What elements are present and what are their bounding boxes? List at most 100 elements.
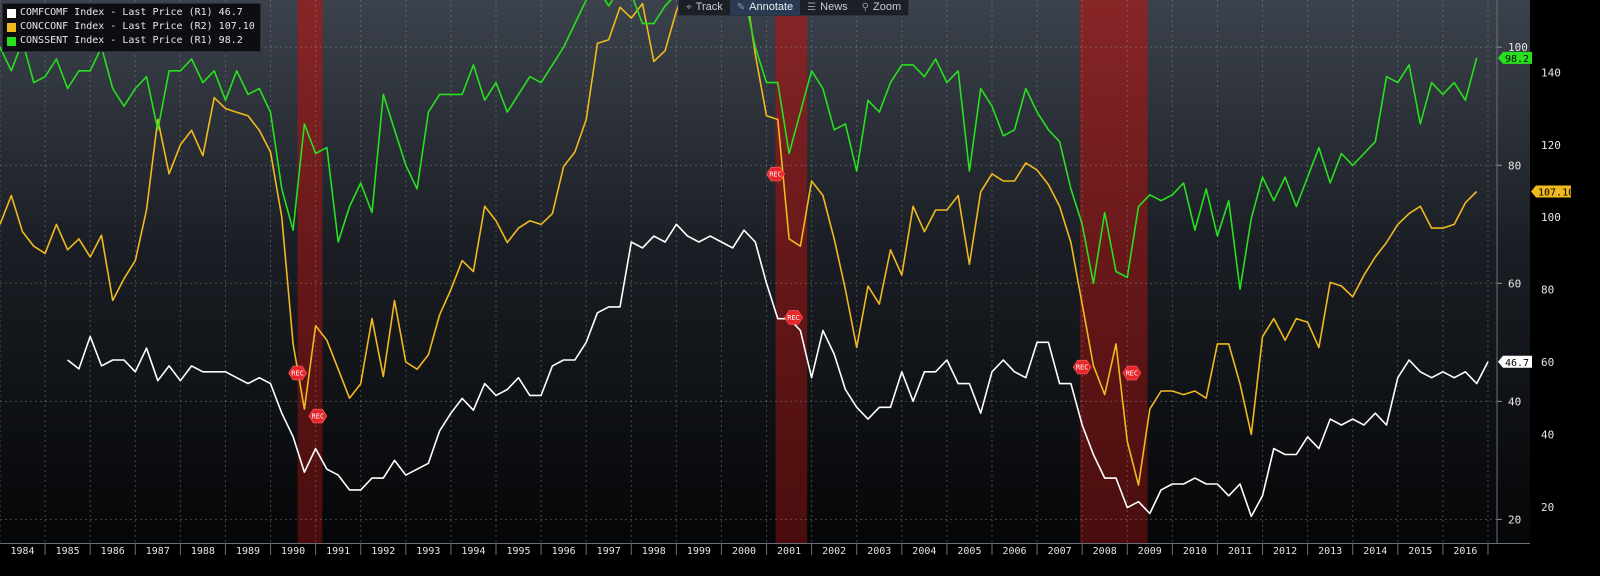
r2-tick-label: 20 (1541, 501, 1554, 514)
x-tick-label: 2000 (732, 546, 756, 557)
legend-entry-comfcomf[interactable]: COMFCOMF Index - Last Price (R1) 46.7 (7, 6, 255, 20)
axis-panel-background (1530, 0, 1600, 555)
r1-tick-label: 20 (1508, 513, 1521, 526)
rec-marker-label: REC (291, 370, 304, 378)
x-tick-label: 1992 (371, 546, 395, 557)
x-tick-label: 2007 (1048, 546, 1072, 557)
x-tick-label: 1991 (326, 546, 350, 557)
rec-marker[interactable]: REC (784, 310, 803, 325)
legend-swatch-conssent (7, 36, 16, 46)
x-tick-label: 1999 (687, 546, 711, 557)
news-button[interactable]: ☰ News (800, 0, 854, 15)
recession-band (1079, 0, 1148, 543)
x-tick-label: 2012 (1273, 546, 1297, 557)
last-value-callout-concconf: 107.10 (1531, 185, 1574, 198)
rec-marker[interactable]: REC (1122, 365, 1142, 381)
rec-marker[interactable]: REC (288, 365, 307, 381)
rec-marker-icon (288, 365, 307, 381)
r2-tick-label: 40 (1541, 428, 1554, 441)
rec-marker-label: REC (769, 171, 782, 179)
r1-tick-label: 80 (1508, 159, 1521, 172)
x-tick-label: 2009 (1138, 546, 1162, 557)
last-value-callout-conssent: 98.2 (1498, 51, 1532, 65)
x-tick-label: 1984 (10, 546, 34, 557)
x-tick-label: 1996 (552, 546, 576, 557)
rec-marker-icon (308, 408, 328, 424)
legend-text-concconf: CONCCONF Index - Last Price (R2) 107.10 (20, 21, 255, 32)
x-tick-label: 1987 (146, 546, 170, 557)
news-label: News (820, 1, 848, 13)
last-value-label: 98.2 (1505, 54, 1529, 65)
r2-tick-label: 60 (1541, 356, 1554, 369)
last-value-callout-comfcomf: 46.7 (1498, 355, 1532, 369)
annotate-button[interactable]: ✎ Annotate (729, 0, 801, 15)
x-tick-label: 1985 (56, 546, 80, 557)
rec-marker[interactable]: REC (1072, 359, 1092, 375)
rec-marker-icon (1122, 365, 1142, 381)
series-line-comfcomf[interactable] (67, 223, 1489, 518)
x-tick-label: 2010 (1183, 546, 1207, 557)
rec-marker-label: REC (312, 413, 325, 421)
crosshair-icon: ⌖ (686, 2, 692, 13)
x-tick-label: 2004 (912, 546, 936, 557)
recession-band (775, 0, 808, 543)
rec-marker-label: REC (787, 314, 800, 322)
track-button[interactable]: ⌖ Track (679, 0, 730, 15)
rec-marker-label: REC (1125, 370, 1138, 378)
r1-tick-label: 100 (1508, 41, 1528, 54)
x-tick-label: 2008 (1093, 546, 1117, 557)
legend-swatch-concconf (7, 22, 16, 32)
chart-legend: COMFCOMF Index - Last Price (R1) 46.7 CO… (2, 3, 261, 52)
r2-tick-label: 140 (1541, 66, 1561, 79)
last-value-label: 46.7 (1505, 358, 1529, 369)
legend-entry-conssent[interactable]: CONSSENT Index - Last Price (R1) 98.2 (7, 34, 255, 48)
annotate-label: Annotate (749, 1, 794, 13)
rec-marker-icon (784, 310, 803, 325)
x-tick-label: 2003 (867, 546, 891, 557)
x-tick-label: 1995 (506, 546, 530, 557)
magnifier-icon: ⚲ (861, 2, 869, 13)
x-tick-label: 2015 (1408, 546, 1432, 557)
x-tick-label: 2001 (777, 546, 801, 557)
x-tick-label: 1990 (281, 546, 305, 557)
legend-text-comfcomf: COMFCOMF Index - Last Price (R1) 46.7 (20, 7, 243, 18)
x-tick-label: 1993 (416, 546, 440, 557)
x-axis-strip (0, 543, 1530, 572)
zoom-button[interactable]: ⚲ Zoom (855, 0, 908, 15)
r1-tick-label: 60 (1508, 277, 1521, 290)
x-tick-label: 1986 (101, 546, 125, 557)
track-label: Track (695, 1, 723, 13)
legend-swatch-comfcomf (7, 8, 16, 18)
rec-marker-label: REC (1076, 364, 1089, 372)
x-tick-label: 2013 (1318, 546, 1342, 557)
last-value-label: 107.10 (1538, 187, 1574, 198)
x-tick-label: 2016 (1453, 546, 1477, 557)
pencil-icon: ✎ (736, 2, 746, 13)
legend-entry-concconf[interactable]: CONCCONF Index - Last Price (R2) 107.10 (7, 20, 255, 34)
rec-marker-icon (1072, 359, 1092, 375)
x-tick-label: 2014 (1363, 546, 1387, 557)
x-tick-label: 2002 (822, 546, 846, 557)
series-line-conssent[interactable] (0, 0, 1478, 290)
last-value-box (1531, 185, 1571, 198)
rec-marker[interactable]: REC (308, 408, 328, 424)
last-value-box (1498, 51, 1532, 64)
x-tick-label: 1988 (191, 546, 215, 557)
rec-marker-icon (766, 166, 785, 182)
r2-tick-label: 120 (1541, 139, 1561, 152)
series-line-concconf[interactable] (0, 0, 1478, 486)
x-tick-label: 2005 (957, 546, 981, 557)
x-tick-label: 1997 (597, 546, 621, 557)
x-tick-label: 1998 (642, 546, 666, 557)
r1-tick-label: 40 (1508, 395, 1521, 408)
last-value-box (1498, 355, 1532, 368)
legend-text-conssent: CONSSENT Index - Last Price (R1) 98.2 (20, 35, 243, 46)
x-tick-label: 2006 (1002, 546, 1026, 557)
news-icon: ☰ (807, 2, 817, 13)
rec-marker[interactable]: REC (766, 166, 785, 182)
chart-toolbar: ⌖ Track ✎ Annotate ☰ News ⚲ Zoom (678, 0, 910, 16)
zoom-label: Zoom (872, 1, 902, 13)
x-tick-label: 1989 (236, 546, 260, 557)
